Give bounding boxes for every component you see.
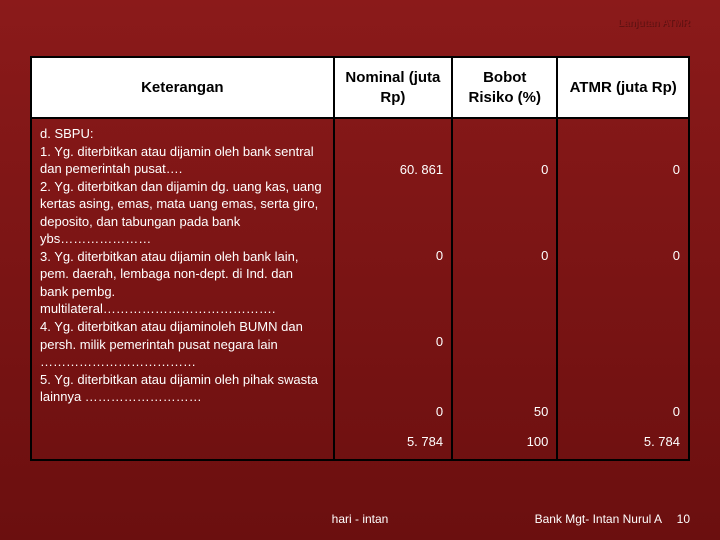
- numeric-value: 0: [461, 125, 548, 181]
- atmr-table: Keterangan Nominal (juta Rp) Bobot Risik…: [30, 56, 690, 461]
- numeric-value: 0: [461, 181, 548, 267]
- description-line: 3. Yg. diterbitkan atau dijamin oleh ban…: [40, 248, 325, 318]
- atmr-cell: 0005. 784: [557, 118, 689, 460]
- description-line: 2. Yg. diterbitkan dan dijamin dg. uang …: [40, 178, 325, 248]
- bobot-cell: 00 50100: [452, 118, 557, 460]
- numeric-value: 0: [343, 353, 443, 423]
- header-bobot: Bobot Risiko (%): [452, 57, 557, 118]
- page-number: 10: [677, 512, 690, 526]
- numeric-value: 0: [343, 267, 443, 353]
- numeric-value: 5. 784: [566, 423, 680, 453]
- numeric-value: 60. 861: [343, 125, 443, 181]
- numeric-value: 0: [343, 181, 443, 267]
- description-line: 1. Yg. diterbitkan atau dijamin oleh ban…: [40, 143, 325, 178]
- description-cell: d. SBPU:1. Yg. diterbitkan atau dijamin …: [31, 118, 334, 460]
- numeric-value: 0: [566, 125, 680, 181]
- nominal-cell: 60. 8610005. 784: [334, 118, 452, 460]
- atmr-table-container: Keterangan Nominal (juta Rp) Bobot Risik…: [30, 56, 690, 461]
- slide-title: Lanjutan ATMR: [618, 18, 690, 29]
- description-text: d. SBPU:1. Yg. diterbitkan atau dijamin …: [40, 125, 325, 406]
- numeric-value: [566, 267, 680, 353]
- numeric-value: [461, 267, 548, 353]
- description-line: 5. Yg. diterbitkan atau dijamin oleh pih…: [40, 371, 325, 406]
- numeric-value: 50: [461, 353, 548, 423]
- numeric-value: 0: [566, 353, 680, 423]
- numeric-value: 5. 784: [343, 423, 443, 453]
- header-keterangan: Keterangan: [31, 57, 334, 118]
- description-line: d. SBPU:: [40, 125, 325, 143]
- header-nominal: Nominal (juta Rp): [334, 57, 452, 118]
- description-line: 4. Yg. diterbitkan atau dijaminoleh BUMN…: [40, 318, 325, 371]
- footer-right: Bank Mgt- Intan Nurul A 10: [535, 512, 690, 526]
- numeric-value: 0: [566, 181, 680, 267]
- header-atmr: ATMR (juta Rp): [557, 57, 689, 118]
- numeric-value: 100: [461, 423, 548, 453]
- footer-credit: Bank Mgt- Intan Nurul A: [535, 512, 662, 526]
